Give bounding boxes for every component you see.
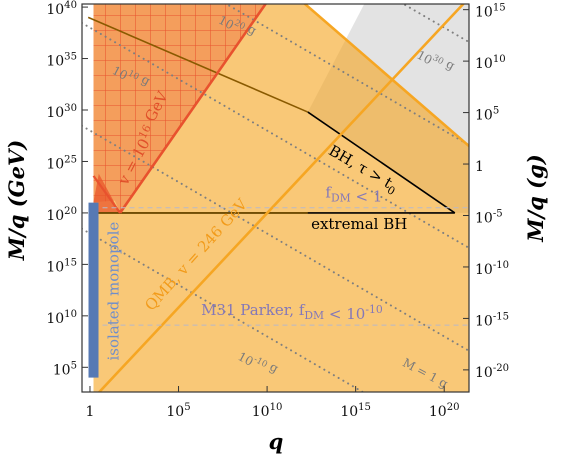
- constant-mass-lines: [82, 4, 469, 392]
- y-tick-label-6: 1035: [46, 52, 77, 70]
- gut-edge: [119, 4, 268, 214]
- mass-line-4: [82, 227, 365, 392]
- y-tick-label-7: 1040: [46, 0, 77, 18]
- y2-tick-label-7: 10-20: [475, 363, 509, 381]
- m31-parker-label: M31 Parker, fDM < 10-10: [201, 301, 383, 323]
- x-tick-label-1: 105: [166, 402, 190, 420]
- y-tick-label-5: 1030: [46, 103, 77, 121]
- y-tick-label-4: 1025: [46, 154, 77, 172]
- y2-tick-label-5: 10-10: [475, 260, 509, 278]
- qmb-lower-edge: [97, 4, 465, 392]
- y-tick-label-0: 105: [53, 360, 77, 378]
- y-tick-label-1: 1010: [46, 309, 77, 327]
- x-tick-label-4: 1020: [429, 402, 460, 420]
- y2-tick-label-6: 10-15: [475, 311, 509, 329]
- y2-tick-label-3: 1: [475, 159, 484, 175]
- plot-frame: [81, 3, 470, 393]
- x-tick-label-2: 1010: [252, 402, 283, 420]
- y2-tick-label-0: 1015: [475, 3, 506, 21]
- y-tick-label-3: 1020: [46, 206, 77, 224]
- bh-lifetime-line-inside: [87, 16, 309, 113]
- y-tick-label-2: 1015: [46, 257, 77, 275]
- bh-lifetime-line: [307, 111, 456, 214]
- y2-tick-label-4: 10-5: [475, 208, 503, 226]
- y-axis-right-ticks: 1015 1010 105 1 10-5 10-10 10-15 10-20: [463, 3, 509, 381]
- qmb-upper-edge: [303, 4, 469, 148]
- isolated-monopole-label: isolated monopole: [104, 222, 122, 361]
- y-axis-right-label: M/q (g): [523, 154, 548, 242]
- mass-line-3: [82, 124, 469, 352]
- x-tick-label-0: 1: [86, 404, 95, 420]
- y-axis-left-label: M/q (GeV): [4, 140, 29, 261]
- x-axis-label: q: [269, 429, 284, 454]
- y2-tick-label-1: 1010: [475, 54, 506, 72]
- region-boundaries: [87, 4, 469, 392]
- mass-line-2: [82, 21, 469, 250]
- y2-tick-label-2: 105: [475, 106, 499, 124]
- gut-lower-edge: [92, 175, 121, 214]
- isolated-monopole-bar: [88, 202, 99, 378]
- x-tick-label-3: 1015: [340, 402, 371, 420]
- gut-monopole-hatch: [93, 4, 266, 213]
- y-axis-left-ticks: 105 1010 1015 1020 1025 1030 1035 1040: [46, 0, 88, 378]
- extremal-bh-label: extremal BH: [311, 215, 407, 233]
